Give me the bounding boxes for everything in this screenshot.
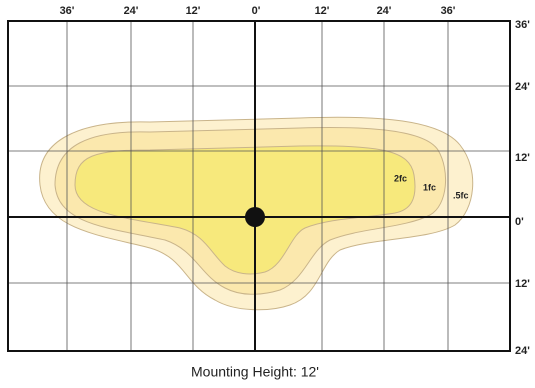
top-label: 24': [124, 5, 139, 17]
right-label: 36': [515, 19, 530, 31]
top-label: 36': [60, 5, 75, 17]
contour-label: .5fc: [453, 190, 469, 200]
right-label: 12': [515, 278, 530, 290]
right-labels: 36' 24' 12' 0' 12' 24': [515, 19, 530, 357]
top-label: 0': [252, 5, 261, 17]
contour-2fc: [74, 145, 416, 275]
top-label: 36': [441, 5, 456, 17]
right-label: 24': [515, 345, 530, 357]
right-label: 24': [515, 81, 530, 93]
top-label: 24': [377, 5, 392, 17]
frame: [7, 20, 511, 352]
contour-label: 1fc: [423, 182, 436, 192]
top-label: 12': [315, 5, 330, 17]
fixture-location: [245, 207, 265, 227]
top-labels: 36' 24' 12' 0' 12' 24' 36': [60, 5, 456, 17]
caption: Mounting Height: 12': [191, 364, 319, 380]
right-label: 0': [515, 216, 524, 228]
right-label: 12': [515, 152, 530, 164]
contour-label: 2fc: [394, 173, 407, 183]
top-label: 12': [186, 5, 201, 17]
